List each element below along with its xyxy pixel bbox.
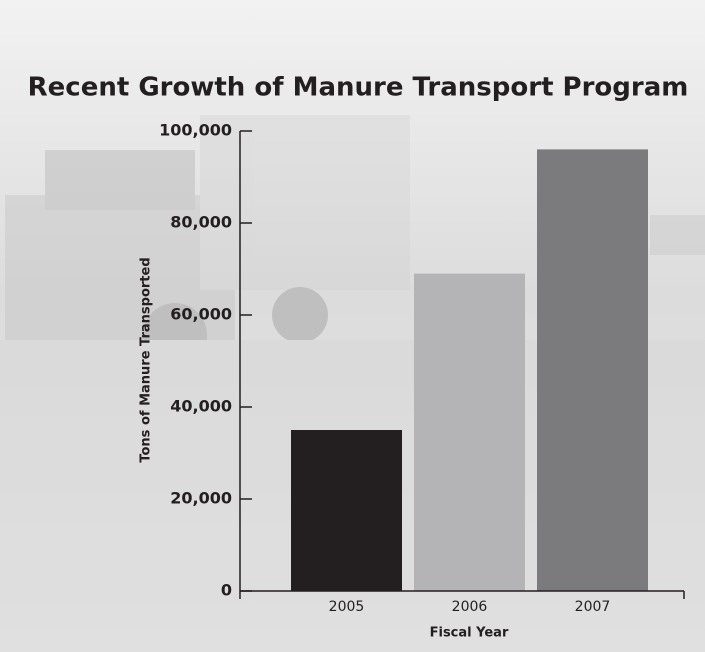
y-tick-label: 60,000: [170, 305, 232, 324]
y-tick-label: 100,000: [159, 121, 232, 140]
bar: [291, 430, 402, 591]
y-tick-label: 40,000: [170, 397, 232, 416]
y-tick-label: 20,000: [170, 489, 232, 508]
bar: [414, 273, 525, 591]
chart-title: Recent Growth of Manure Transport Progra…: [28, 73, 689, 103]
x-tick-label: 2006: [452, 599, 488, 615]
x-tick-label: 2005: [329, 599, 365, 615]
x-tick-label: 2007: [575, 599, 611, 615]
y-tick-label: 80,000: [170, 213, 232, 232]
y-axis-label: Tons of Manure Transported: [139, 257, 154, 462]
x-axis-label: Fiscal Year: [430, 626, 509, 641]
bar: [537, 149, 648, 591]
y-tick-label: 0: [221, 581, 232, 600]
